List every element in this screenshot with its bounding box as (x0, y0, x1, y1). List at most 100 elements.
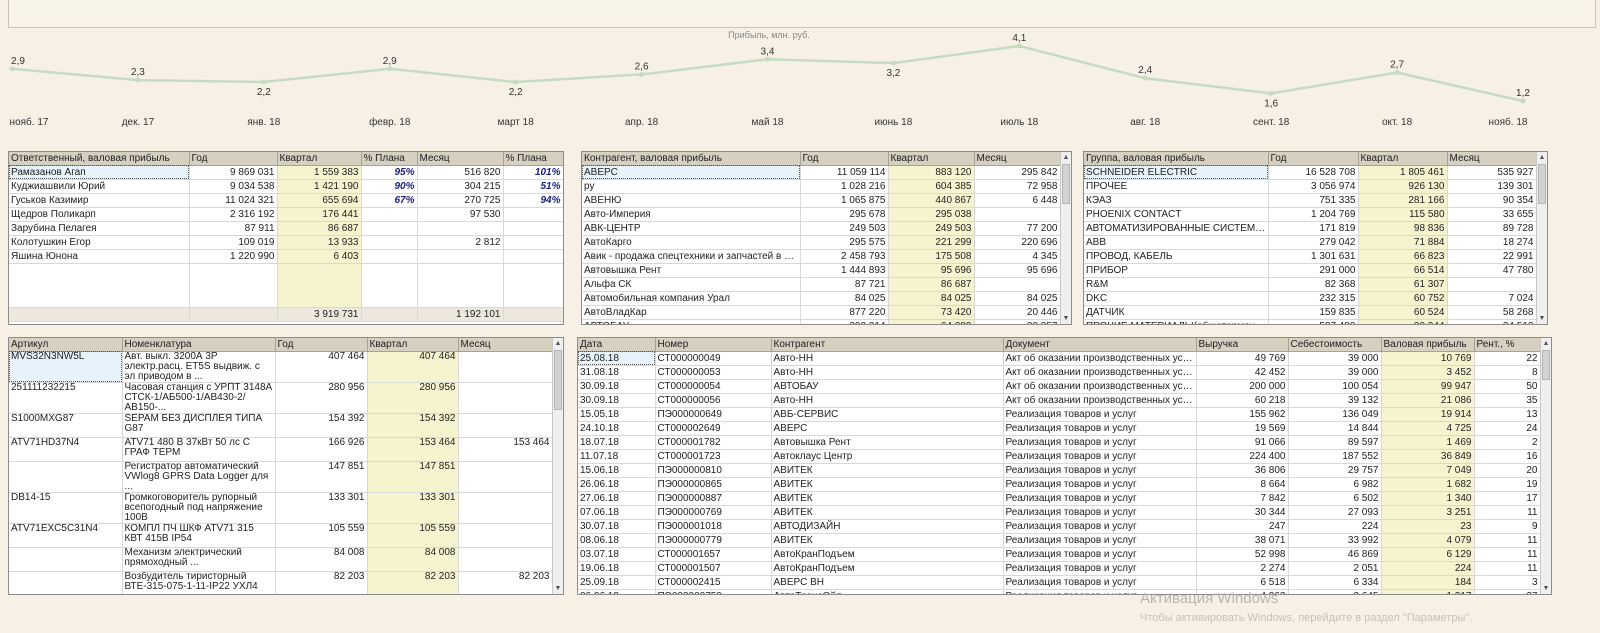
table-row[interactable]: MVS32N3NW5L Авт. выкл. 3200А 3Р электр.ра… (9, 351, 553, 383)
column-header[interactable]: Год (1268, 152, 1359, 166)
column-header[interactable]: Номенклатура (122, 338, 276, 352)
scroll-up-icon[interactable]: ▲ (1062, 154, 1070, 161)
column-header[interactable]: Рент., % (1474, 338, 1541, 352)
table-row[interactable]: R&M 82 368 61 307 (1084, 277, 1537, 292)
group-scrollbar[interactable]: ▲ ▼ (1536, 152, 1547, 324)
table-row[interactable]: ПРОЧИЕ МАТЕРИАЛЫ(общетерменные...587 480… (1084, 319, 1537, 324)
table-row[interactable]: АВТОБАУ393 31464 28938 257 (582, 319, 1061, 324)
scroll-thumb[interactable] (554, 350, 562, 410)
table-row[interactable]: АВЕРС 11 059 114 883 120 295 842 (582, 165, 1061, 180)
scroll-down-icon[interactable]: ▼ (1062, 315, 1070, 322)
column-header[interactable]: Контрагент, валовая прибыль (582, 152, 801, 166)
table-row[interactable]: PHOENIX CONTACT 1 204 769 115 580 33 655 (1084, 207, 1537, 222)
counterparty-table[interactable]: Контрагент, валовая прибыль Год Квартал Мес… (581, 151, 1072, 325)
table-row[interactable]: 11.07.18 СТ000001723 Автоклаус Центр Реализ… (578, 449, 1541, 464)
column-header[interactable]: Документ (1003, 338, 1197, 352)
column-header[interactable]: % Плана (361, 152, 418, 166)
table-row[interactable]: ПРИБОР 291 000 66 514 47 780 (1084, 263, 1537, 278)
scroll-down-icon[interactable]: ▼ (1542, 585, 1550, 592)
table-row[interactable]: Колотушкин Егор 109 019 13 933 2 812 (9, 235, 563, 250)
column-header[interactable]: Год (275, 338, 368, 352)
group-grid[interactable]: Группа, валовая прибыль Год Квартал Месяц S… (1084, 152, 1537, 324)
column-header[interactable]: Квартал (888, 152, 975, 166)
table-row[interactable]: АВТОМАТИЗИРОВАННЫЕ СИСТЕМЫ У... 171 819 98… (1084, 221, 1537, 236)
table-row[interactable]: ABB 279 042 71 884 18 274 (1084, 235, 1537, 250)
table-row[interactable]: DB14-15 Громкоговоритель рупорный всепого… (9, 492, 553, 524)
column-header[interactable]: Квартал (1358, 152, 1448, 166)
table-row[interactable]: Регистратор автоматический VWlog8 GPRS D… (9, 461, 553, 493)
scroll-down-icon[interactable]: ▼ (1538, 315, 1546, 322)
counterparty-grid[interactable]: Контрагент, валовая прибыль Год Квартал Мес… (582, 152, 1061, 324)
table-row[interactable]: 27.06.18 ПЭ000000887 АВИТЕК Реализация това… (578, 491, 1541, 506)
document-scrollbar[interactable]: ▲ ▼ (1540, 338, 1551, 594)
table-row[interactable]: DKC 232 315 60 752 7 024 (1084, 291, 1537, 306)
table-row[interactable]: SCHNEIDER ELECTRIC 16 528 708 1 805 461 535… (1084, 165, 1537, 180)
document-table[interactable]: Дата Номер Контрагент Документ Выручка Себест… (577, 337, 1552, 595)
scroll-up-icon[interactable]: ▲ (1542, 340, 1550, 347)
column-header[interactable]: Месяц (974, 152, 1061, 166)
table-row[interactable]: ДАТЧИК 159 835 60 524 58 268 (1084, 305, 1537, 320)
column-header[interactable]: Месяц (1447, 152, 1537, 166)
scroll-thumb[interactable] (1538, 164, 1546, 204)
table-row[interactable]: Авик - продажа спецтехники и запчастей в… (582, 249, 1061, 264)
table-row[interactable]: АвтоВладКар 877 220 73 420 20 446 (582, 305, 1061, 320)
table-row[interactable]: 26.06.18 ПЭ000000865 АВИТЕК Реализация това… (578, 477, 1541, 492)
table-row[interactable]: Щедров Поликарп 2 316 192 176 441 97 530 (9, 207, 563, 222)
counterparty-scrollbar[interactable]: ▲ ▼ (1060, 152, 1071, 324)
table-row[interactable]: ATV71EXC5C31N4 КОМПЛ ПЧ ШКФ ATV71 315 КВТ… (9, 523, 553, 548)
table-row[interactable]: ру 1 028 216 604 385 72 958 (582, 179, 1061, 194)
table-row[interactable]: Рамазанов Агап 9 869 031 1 559 383 95% 516 8… (9, 165, 563, 180)
document-grid[interactable]: Дата Номер Контрагент Документ Выручка Себест… (578, 338, 1541, 594)
table-row[interactable]: 07.06.18 ПЭ000000769 АВИТЕК Реализация това… (578, 505, 1541, 520)
column-header[interactable]: Артикул (9, 338, 123, 352)
table-row[interactable]: Механизм электрический прямоходный ... 84… (9, 547, 553, 572)
table-row[interactable]: ПРОВОД, КАБЕЛЬ 1 301 631 66 823 22 991 (1084, 249, 1537, 264)
table-row[interactable]: Зарубина Пелагея 87 911 86 687 (9, 221, 563, 236)
column-header[interactable]: Номер (655, 338, 772, 352)
column-header[interactable]: Ответственный, валовая прибыль (9, 152, 190, 166)
table-row[interactable]: АвтоКарго 295 575 221 299 220 696 (582, 235, 1061, 250)
table-row[interactable]: 30.07.18 ПЭ000001018 АВТОДИЗАЙН Реализация … (578, 519, 1541, 534)
scroll-up-icon[interactable]: ▲ (1538, 154, 1546, 161)
table-row[interactable]: ATV71HD37N4 ATV71 480 В 37кВт 50 лс С ГРА… (9, 437, 553, 462)
column-header[interactable]: Год (800, 152, 889, 166)
item-table[interactable]: Артикул Номенклатура Год Квартал Месяц MVS32… (8, 337, 564, 595)
column-header[interactable]: Год (189, 152, 278, 166)
table-row[interactable]: 08.06.18 ПЭ000000779 АВИТЕК Реализация това… (578, 533, 1541, 548)
column-header[interactable]: Валовая прибыль (1381, 338, 1475, 352)
column-header[interactable]: Дата (578, 338, 656, 352)
table-row[interactable]: S1000MXG87 SEPAM БЕЗ ДИСПЛЕЯ ТИПА G87 154 … (9, 413, 553, 438)
column-header[interactable]: Контрагент (771, 338, 1004, 352)
responsible-table[interactable]: Ответственный, валовая прибыль Год Квартал… (8, 151, 564, 325)
table-row[interactable]: 19.06.18 СТ000001507 АвтоКранПодъем Реализа… (578, 561, 1541, 576)
column-header[interactable]: Месяц (417, 152, 504, 166)
column-header[interactable]: Себестоимость (1288, 338, 1382, 352)
table-row[interactable]: Куджиашвили Юрий 9 034 538 1 421 190 90% 304… (9, 179, 563, 194)
scroll-thumb[interactable] (1062, 164, 1070, 204)
table-row[interactable]: ПРОЧЕЕ 3 056 974 926 130 139 301 (1084, 179, 1537, 194)
table-row[interactable]: 31.08.18 СТ000000053 Авто-НН Акт об оказани… (578, 365, 1541, 380)
table-row[interactable]: Автомобильная компания Урал 84 025 84 025 8… (582, 291, 1061, 306)
table-row[interactable]: 18.07.18 СТ000001782 Автовышка Рент Реализа… (578, 435, 1541, 450)
column-header[interactable]: % Плана (503, 152, 563, 166)
table-row[interactable]: Авто-Империя 295 678 295 038 (582, 207, 1061, 222)
table-row[interactable]: 30.09.18 СТ000000056 Авто-НН Акт об оказани… (578, 393, 1541, 408)
scroll-up-icon[interactable]: ▲ (554, 340, 562, 347)
table-row[interactable]: 24.10.18 СТ000002649 АВЕРС Реализация товар… (578, 421, 1541, 436)
table-row[interactable]: 30.09.18 СТ000000054 АВТОБАУ Акт об оказани… (578, 379, 1541, 394)
table-row[interactable]: 251111232215 Часовая станция с УРПТ 3148А… (9, 382, 553, 414)
table-row[interactable]: Автовышка Рент 1 444 893 95 696 95 696 (582, 263, 1061, 278)
table-row[interactable]: АВЕНЮ 1 065 875 440 867 6 448 (582, 193, 1061, 208)
table-row[interactable]: 03.07.18 СТ000001657 АвтоКранПодъем Реализа… (578, 547, 1541, 562)
table-row[interactable]: Альфа СК 87 721 86 687 (582, 277, 1061, 292)
table-row[interactable]: КЭАЗ 751 335 281 166 90 354 (1084, 193, 1537, 208)
table-row[interactable]: 06.06.18ПЭ000000759АвтоТрансОйлРеализаци… (578, 589, 1541, 594)
table-row[interactable]: 25.09.18 СТ000002415 АВЕРС ВН Реализация то… (578, 575, 1541, 590)
table-row[interactable]: Яшина Юнона 1 220 990 6 403 (9, 249, 563, 264)
column-header[interactable]: Группа, валовая прибыль (1084, 152, 1269, 166)
table-row[interactable]: Возбудитель тиристорный ВТЕ-315-075-1-11… (9, 571, 553, 594)
table-row[interactable]: 25.08.18 СТ000000049 Авто-НН Акт об оказани… (578, 351, 1541, 366)
item-grid[interactable]: Артикул Номенклатура Год Квартал Месяц MVS32… (9, 338, 553, 594)
table-row[interactable]: АВК-ЦЕНТР 249 503 249 503 77 200 (582, 221, 1061, 236)
column-header[interactable]: Выручка (1196, 338, 1289, 352)
